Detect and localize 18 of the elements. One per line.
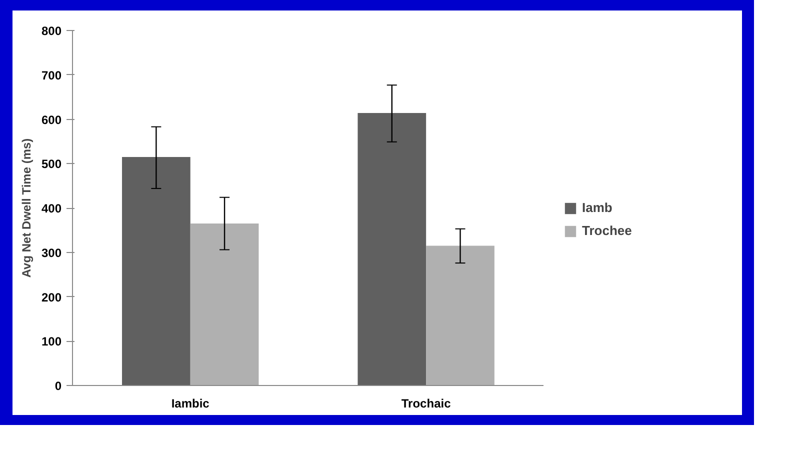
bar [426,246,494,386]
bar [122,156,190,386]
bar [190,224,259,386]
x-tick-label: Iambic [171,396,210,410]
y-tick-label: 600 [41,112,62,127]
y-tick-label: 700 [41,68,62,82]
bar [358,113,426,386]
y-tick-label: 500 [41,157,62,172]
y-tick-label: 400 [41,202,62,216]
y-tick-label: 200 [41,290,62,304]
y-tick-label: 100 [41,334,62,349]
legend-label: Iamb [582,200,612,215]
y-tick-label: 300 [41,246,62,260]
y-tick-label: 0 [54,379,62,393]
legend-label: Trochee [582,223,632,238]
y-tick-label: 800 [41,24,62,38]
y-axis-title: Avg Net Dwell Time (ms) [19,138,34,278]
x-tick-label: Trochaic [401,396,452,410]
